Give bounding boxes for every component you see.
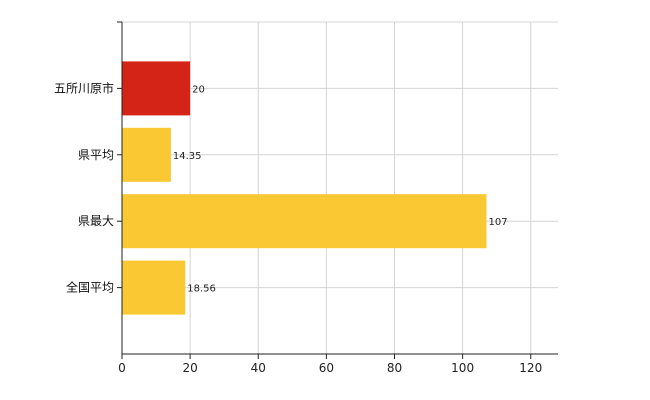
data-label: 18.56 <box>187 284 216 295</box>
bar-0 <box>122 61 191 116</box>
x-tick-label: 0 <box>118 361 126 375</box>
x-tick-label: 120 <box>519 361 542 375</box>
bars <box>122 61 487 315</box>
x-tick-label: 20 <box>182 361 197 375</box>
bar-3 <box>122 260 186 315</box>
category-label: 県最大 <box>78 214 114 228</box>
data-label: 20 <box>192 84 205 95</box>
x-tick-label: 80 <box>387 361 402 375</box>
data-label: 107 <box>488 217 507 228</box>
x-tick-label: 40 <box>251 361 266 375</box>
category-label: 五所川原市 <box>54 80 114 95</box>
x-tick-label: 100 <box>451 361 474 375</box>
x-tick-label: 60 <box>319 361 334 375</box>
bar-2 <box>122 194 487 249</box>
category-label: 全国平均 <box>66 280 114 295</box>
data-label: 14.35 <box>173 151 202 162</box>
labels: 0 20 40 60 80 100 120 五所川原市 20 県平均 14.35 県最大 107 全国平均… <box>54 80 542 375</box>
axes <box>117 21 558 359</box>
bar-1 <box>122 127 171 182</box>
category-label: 県平均 <box>78 148 114 162</box>
